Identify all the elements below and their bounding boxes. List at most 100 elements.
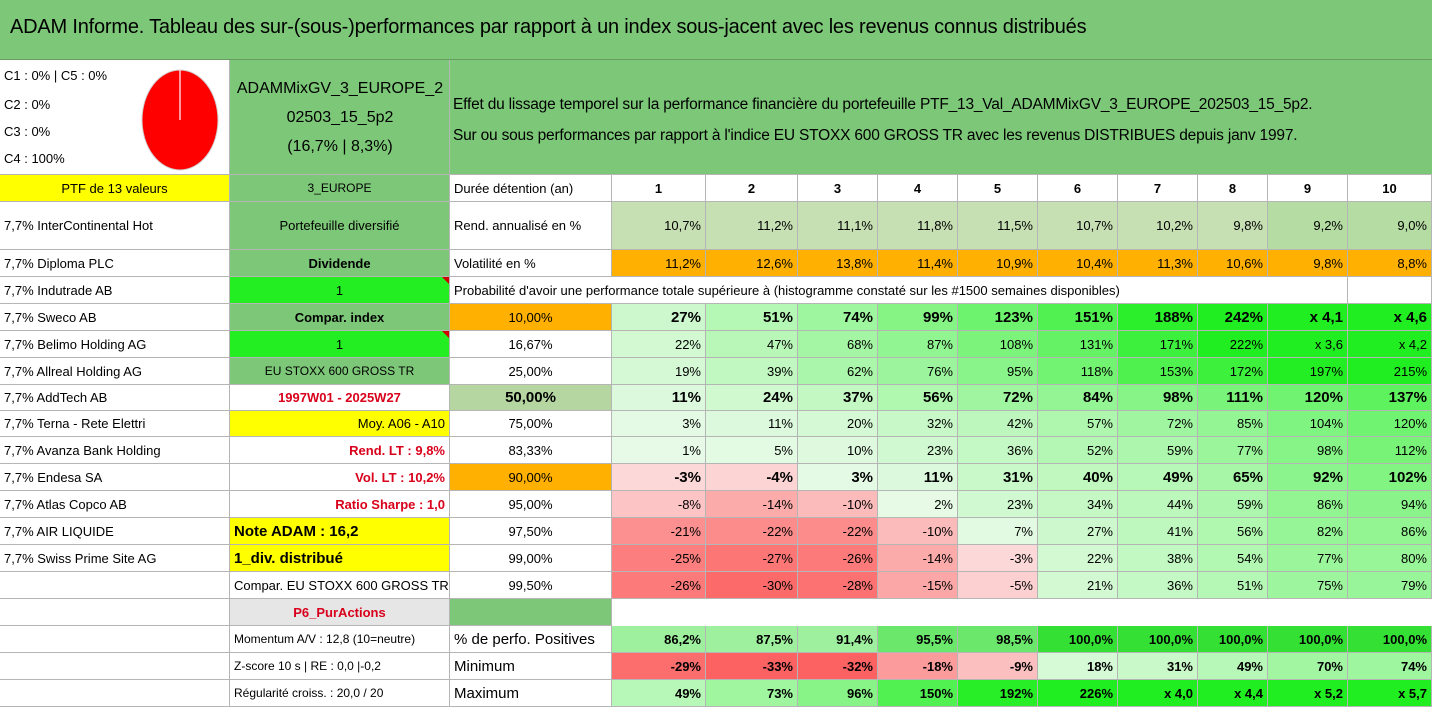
year-header: 8 — [1198, 175, 1268, 202]
probability-value: 36% — [1118, 572, 1198, 599]
volatility-value: 11,2% — [612, 250, 706, 277]
probability-value: 11% — [612, 385, 706, 411]
probability-value: -22% — [706, 518, 798, 545]
empty-cell — [1268, 277, 1348, 304]
class-line: C3 : 0% — [4, 124, 51, 139]
probability-value: 3% — [612, 411, 706, 437]
probability-value: 11% — [706, 411, 798, 437]
parameter-cell: Note ADAM : 16,2 — [230, 518, 450, 545]
parameter-cell: 1997W01 - 2025W27 — [230, 385, 450, 411]
statistic-value: x 5,2 — [1268, 680, 1348, 707]
volatility-value: 10,9% — [958, 250, 1038, 277]
probability-value: 85% — [1198, 411, 1268, 437]
volatility-value: 9,8% — [1268, 250, 1348, 277]
empty-cell — [0, 653, 230, 680]
statistic-value: 31% — [1118, 653, 1198, 680]
probability-value: 27% — [1038, 518, 1118, 545]
probability-value: 3% — [798, 464, 878, 491]
probability-value: 36% — [958, 437, 1038, 464]
probability-value: 2% — [878, 491, 958, 518]
probability-value: 95% — [958, 358, 1038, 385]
probability-value: 123% — [958, 304, 1038, 331]
portfolio-name-box: ADAMMixGV_3_EUROPE_2 02503_15_5p2 (16,7%… — [230, 60, 450, 175]
year-header: 3 — [798, 175, 878, 202]
statistic-value: 86,2% — [612, 626, 706, 653]
probability-value: -30% — [706, 572, 798, 599]
parameter-cell: 1 — [230, 331, 450, 358]
parameter-cell: Portefeuille diversifié — [230, 202, 450, 250]
statistic-value: 100,0% — [1038, 626, 1118, 653]
probability-value: 197% — [1268, 358, 1348, 385]
probability-value: -10% — [878, 518, 958, 545]
holding-item: 7,7% Atlas Copco AB — [0, 491, 230, 518]
probability-value: 52% — [1038, 437, 1118, 464]
empty-cell — [706, 599, 798, 626]
probability-value: 68% — [798, 331, 878, 358]
probability-value: 7% — [958, 518, 1038, 545]
probability-value: -4% — [706, 464, 798, 491]
holding-item: 7,7% Belimo Holding AG — [0, 331, 230, 358]
probability-value: 44% — [1118, 491, 1198, 518]
probability-value: 59% — [1198, 491, 1268, 518]
probability-value: 47% — [706, 331, 798, 358]
probability-level: 83,33% — [450, 437, 612, 464]
probability-value: 112% — [1348, 437, 1432, 464]
probability-value: 34% — [1038, 491, 1118, 518]
probability-value: 111% — [1198, 385, 1268, 411]
probability-value: 120% — [1268, 385, 1348, 411]
probability-value: 59% — [1118, 437, 1198, 464]
probability-value: 86% — [1268, 491, 1348, 518]
parameter-cell: Compar. index — [230, 304, 450, 331]
probability-level: 25,00% — [450, 358, 612, 385]
empty-cell — [1348, 599, 1432, 626]
probability-value: -25% — [612, 545, 706, 572]
effect-line: Effet du lissage temporel sur la perform… — [453, 96, 1313, 113]
probability-value: -3% — [612, 464, 706, 491]
year-header: 1 — [612, 175, 706, 202]
statistic-label: % de perfo. Positives — [450, 626, 612, 653]
probability-level: 99,00% — [450, 545, 612, 572]
empty-cell — [1118, 599, 1198, 626]
probability-value: 108% — [958, 331, 1038, 358]
probability-value: 41% — [1118, 518, 1198, 545]
report-title-bar: ADAM Informe. Tableau des sur-(sous-)per… — [0, 0, 1432, 60]
annualized-return-value: 11,8% — [878, 202, 958, 250]
probability-value: 172% — [1198, 358, 1268, 385]
probability-value: 1% — [612, 437, 706, 464]
probability-value: 92% — [1268, 464, 1348, 491]
probability-value: -26% — [612, 572, 706, 599]
probability-value: 99% — [878, 304, 958, 331]
probability-value: 75% — [1268, 572, 1348, 599]
statistic-value: 226% — [1038, 680, 1118, 707]
class-line: C2 : 0% — [4, 97, 51, 112]
empty-cell — [0, 680, 230, 707]
annualized-return-value: 11,1% — [798, 202, 878, 250]
year-header: 9 — [1268, 175, 1348, 202]
empty-cell — [0, 572, 230, 599]
statistic-value: -33% — [706, 653, 798, 680]
parameter-cell: 3_EUROPE — [230, 175, 450, 202]
empty-cell — [0, 626, 230, 653]
probability-value: 11% — [878, 464, 958, 491]
probability-value: 104% — [1268, 411, 1348, 437]
volatility-value: 10,6% — [1198, 250, 1268, 277]
probability-level: 50,00% — [450, 385, 612, 411]
volatility-value: 8,8% — [1348, 250, 1432, 277]
year-header: 4 — [878, 175, 958, 202]
probability-value: 222% — [1198, 331, 1268, 358]
parameter-cell: Z-score 10 s | RE : 0,0 |-0,2 — [230, 653, 450, 680]
empty-cell — [0, 599, 230, 626]
probability-value: 40% — [1038, 464, 1118, 491]
probability-value: x 3,6 — [1268, 331, 1348, 358]
probability-value: 98% — [1268, 437, 1348, 464]
probability-value: 23% — [878, 437, 958, 464]
probability-value: 215% — [1348, 358, 1432, 385]
holding-item: 7,7% Endesa SA — [0, 464, 230, 491]
parameter-cell: Régularité croiss. : 20,0 / 20 — [230, 680, 450, 707]
probability-value: -15% — [878, 572, 958, 599]
annualized-return-value: 9,0% — [1348, 202, 1432, 250]
probability-value: 54% — [1198, 545, 1268, 572]
probability-value: 84% — [1038, 385, 1118, 411]
probability-value: 37% — [798, 385, 878, 411]
statistic-value: 49% — [612, 680, 706, 707]
